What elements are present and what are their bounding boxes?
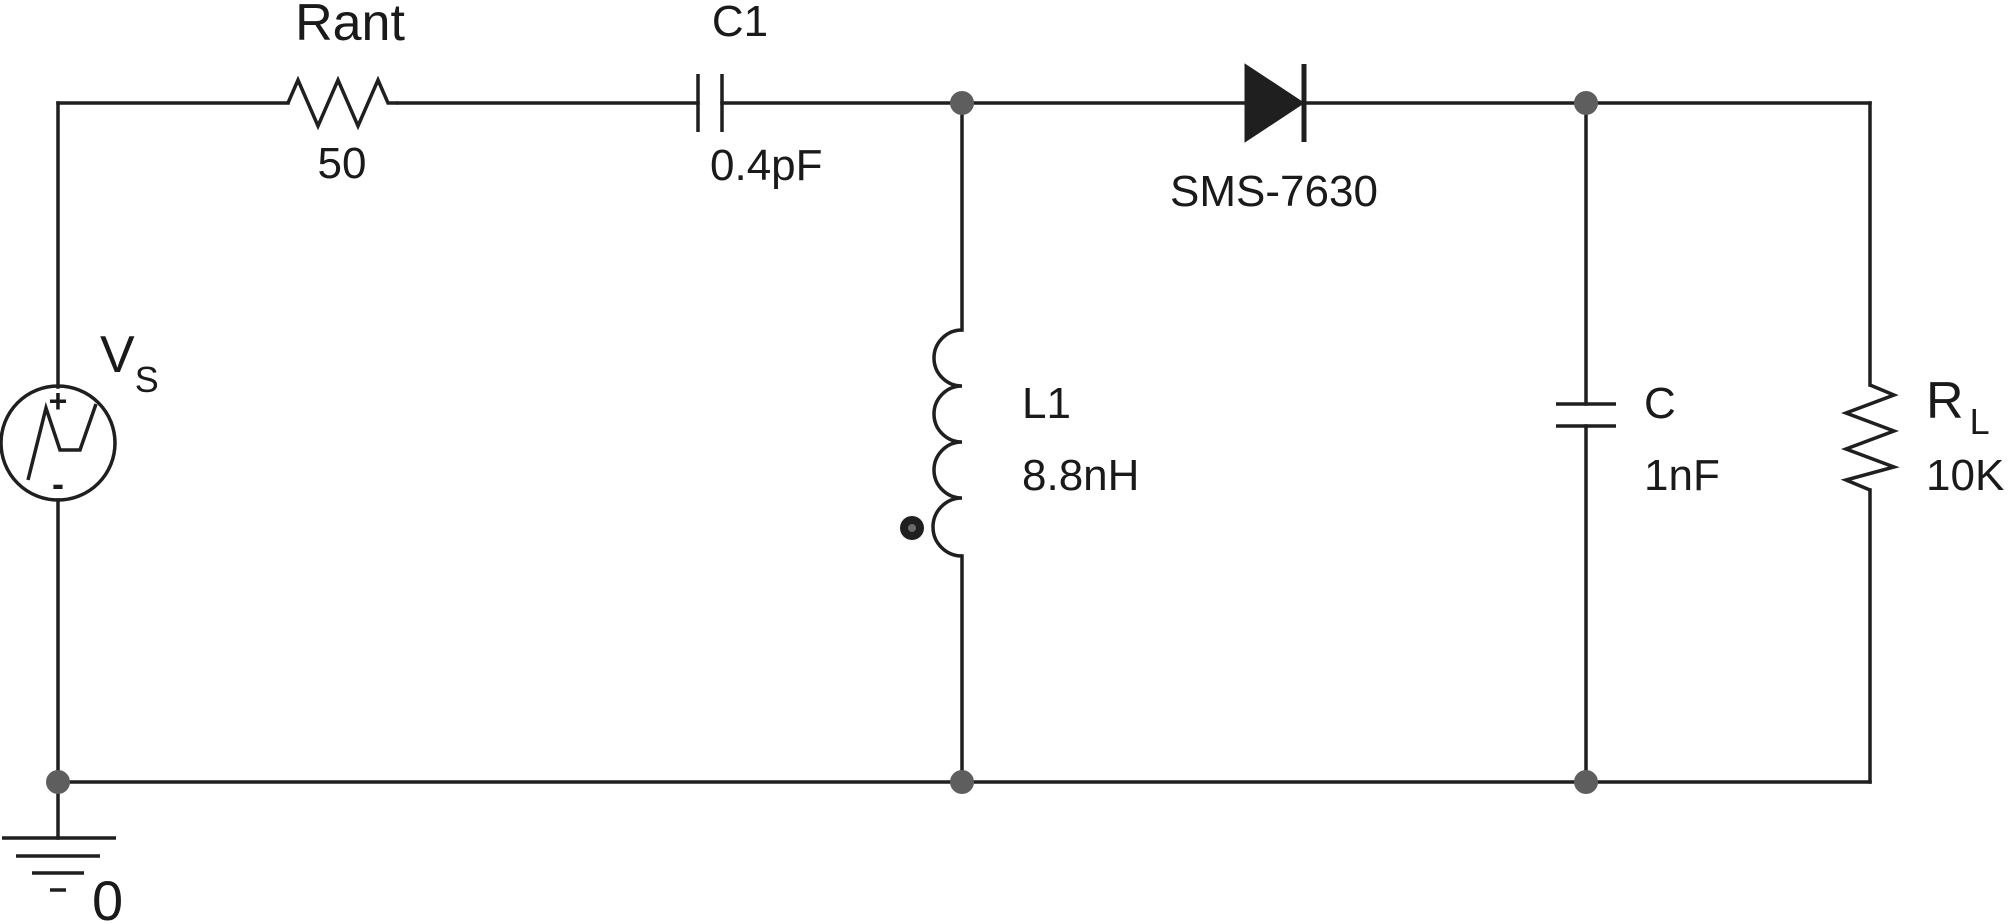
voltage-source-waveform-icon [26, 401, 98, 481]
voltage-source: + - VS [0, 326, 159, 504]
inductor-l1-dot-inner [908, 524, 916, 532]
resistor-rl-name: R [1926, 372, 1964, 430]
capacitor-c: C 1nF [1556, 379, 1720, 500]
node-bottom-c [1574, 770, 1598, 794]
capacitor-c-value: 1nF [1644, 451, 1720, 500]
diode-part-number: SMS-7630 [1170, 167, 1378, 216]
resistor-rl-zigzag-icon [1840, 383, 1900, 492]
inductor-l1-coil-icon [931, 328, 963, 558]
resistor-rant: Rant 50 [286, 0, 405, 188]
wires [56, 101, 1872, 840]
diode: SMS-7630 [1170, 63, 1378, 216]
capacitor-c1-name: C1 [712, 0, 768, 46]
voltage-source-circle [0, 384, 117, 502]
node-top-l1 [950, 91, 974, 115]
capacitor-c1: C1 0.4pF [696, 0, 823, 190]
resistor-rl-subscript: L [1970, 401, 1990, 442]
voltage-source-label: VS [100, 326, 159, 400]
resistor-rant-name: Rant [295, 0, 405, 52]
resistor-rant-zigzag-icon [286, 75, 398, 131]
ground-symbol: 0 [2, 836, 123, 924]
inductor-l1-value: 8.8nH [1022, 451, 1139, 500]
voltage-source-minus-sign: - [52, 463, 64, 504]
resistor-rl-value: 10K [1926, 451, 2004, 500]
voltage-source-name: V [100, 326, 135, 384]
capacitor-c1-value: 0.4pF [710, 141, 823, 190]
resistor-rant-value: 50 [318, 139, 367, 188]
voltage-source-subscript: S [135, 359, 159, 400]
node-bottom-l1 [950, 770, 974, 794]
node-top-c [1574, 91, 1598, 115]
diode-triangle-icon [1244, 63, 1305, 143]
node-bottom-left [46, 770, 70, 794]
inductor-l1: L1 8.8nH [900, 328, 1139, 558]
inductor-l1-name: L1 [1022, 379, 1071, 428]
voltage-source-plus-sign: + [49, 383, 68, 419]
junction-nodes [46, 91, 1598, 794]
capacitor-c-name: C [1644, 379, 1676, 428]
ground-label: 0 [92, 869, 123, 924]
